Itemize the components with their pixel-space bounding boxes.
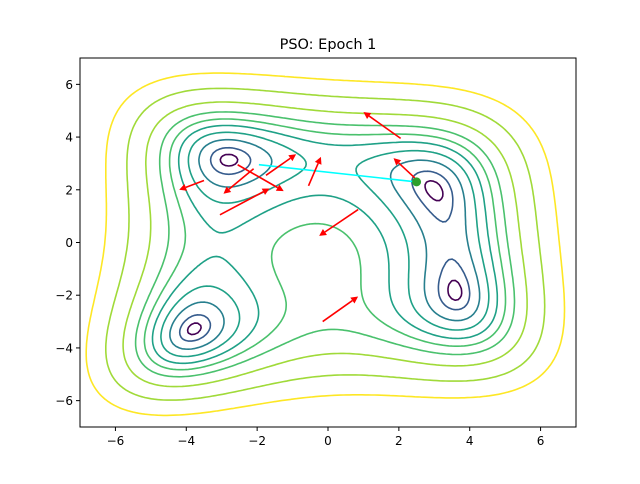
y-tick-label: 6 (65, 78, 73, 92)
y-tick-label: −6 (55, 394, 73, 408)
x-axis: −6 −4 −2 0 2 4 6 (107, 427, 545, 448)
contour-lines (85, 72, 566, 417)
contour-level-350 (122, 101, 528, 388)
global-best-marker (412, 177, 422, 187)
contour-level-100 (151, 124, 499, 365)
particle-overlay (179, 112, 422, 323)
velocity-arrow (265, 154, 297, 176)
contour-level-150 (143, 118, 507, 371)
contour-level-2 (186, 153, 463, 336)
y-tick-label: 2 (65, 183, 73, 197)
x-tick-label: −2 (248, 434, 266, 448)
y-tick-label: 0 (65, 236, 73, 250)
contour-level-30 (169, 138, 481, 350)
x-tick-label: 2 (395, 434, 403, 448)
contour-level-600 (105, 87, 546, 401)
contour-level-60 (160, 131, 490, 358)
x-tick-label: 4 (466, 434, 474, 448)
velocity-arrow (307, 156, 322, 187)
chart-title: PSO: Epoch 1 (280, 37, 377, 53)
velocity-arrow (319, 208, 359, 236)
y-axis: −6 −4 −2 0 2 4 6 (55, 78, 80, 408)
velocity-arrow (363, 112, 402, 140)
y-tick-label: −4 (55, 341, 73, 355)
y-tick-label: −2 (55, 289, 73, 303)
x-tick-label: −4 (177, 434, 195, 448)
velocity-arrow (219, 188, 270, 216)
velocity-arrow (179, 179, 205, 191)
global-best-path (258, 163, 417, 183)
x-tick-label: 6 (537, 434, 545, 448)
contour-level-10 (178, 146, 471, 342)
y-tick-label: 4 (65, 131, 73, 145)
velocity-arrow (237, 164, 284, 192)
velocity-arrow (393, 158, 416, 179)
contour-level-220 (134, 111, 516, 378)
contour-level-1000 (85, 72, 566, 417)
velocity-arrow (223, 168, 255, 194)
x-tick-label: −6 (107, 434, 125, 448)
x-tick-label: 0 (324, 434, 332, 448)
velocity-arrow (322, 296, 359, 323)
